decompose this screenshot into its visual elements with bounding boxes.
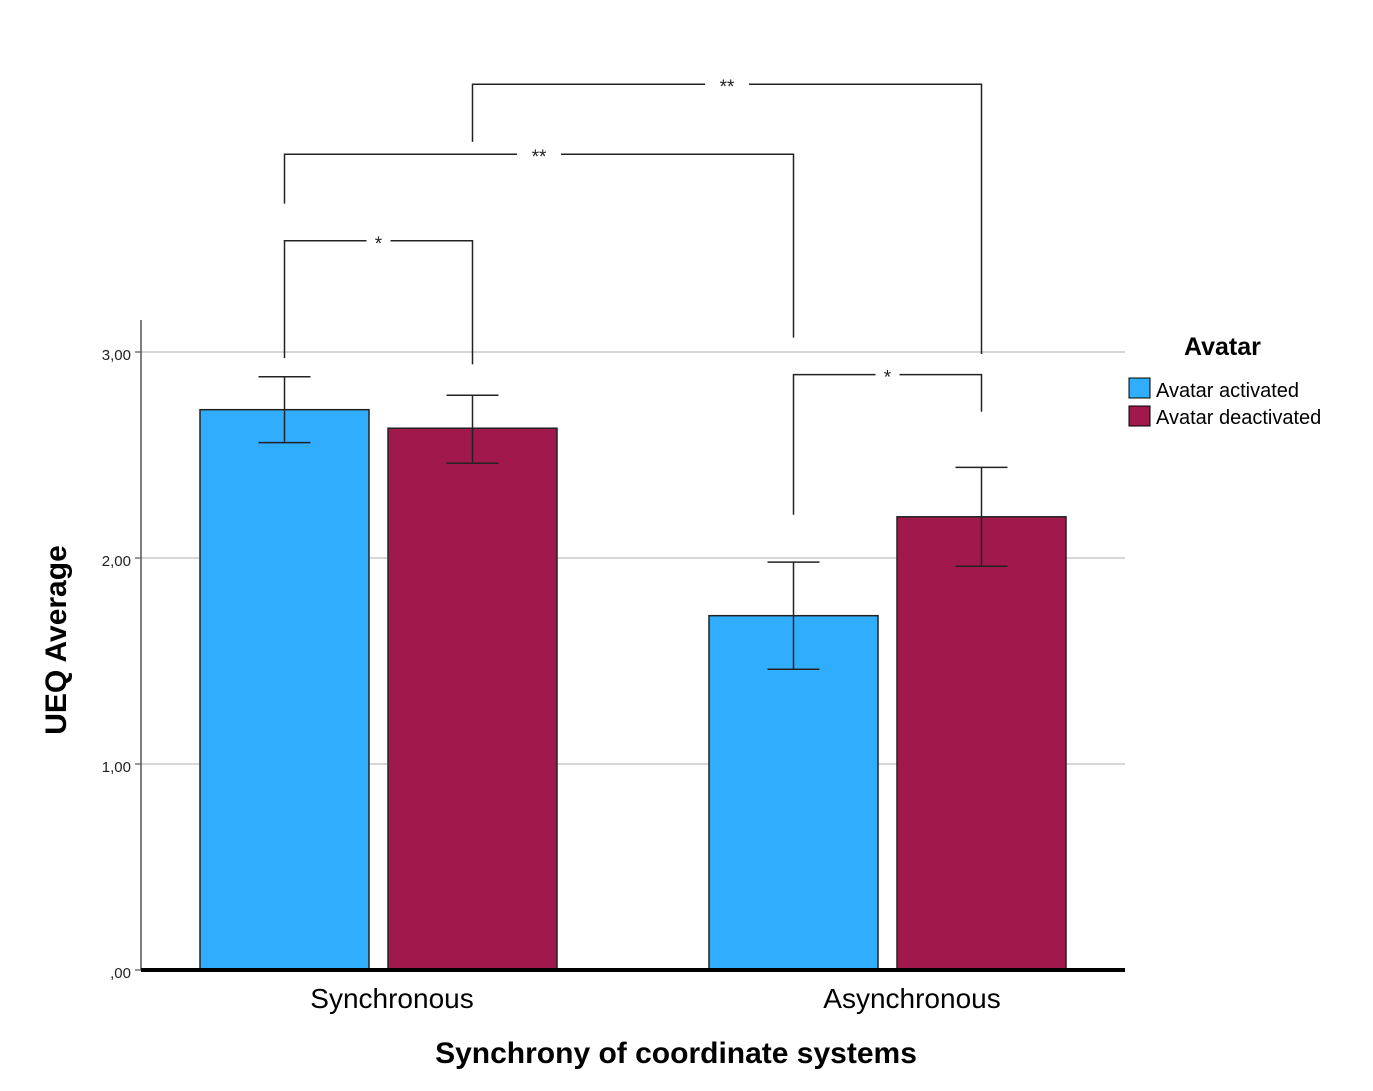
y-axis-title: UEQ Average (40, 545, 73, 735)
error-bars (258, 375, 1008, 670)
x-axis-title: Synchrony of coordinate systems (435, 1037, 917, 1070)
significance-label: * (884, 368, 892, 389)
legend-swatch-activated (1128, 377, 1151, 399)
bar (708, 614, 879, 971)
legend-title: Avatar (1184, 333, 1261, 361)
y-tick-label: 3,00 (102, 347, 131, 364)
legend: Avatar Avatar activated Avatar deactivat… (1128, 333, 1321, 429)
y-tick-label: 2,00 (102, 553, 131, 570)
significance-brackets: ****** (283, 77, 983, 515)
bar (199, 408, 370, 971)
significance-bracket (471, 83, 983, 355)
significance-bracket (283, 153, 795, 338)
significance-label: ** (720, 77, 735, 98)
x-tick-label: Synchronous (310, 983, 473, 1014)
legend-label-activated: Avatar activated (1156, 380, 1299, 402)
y-tick-label: 1,00 (102, 759, 131, 776)
significance-label: ** (532, 147, 547, 168)
significance-bracket (283, 240, 474, 365)
legend-label-deactivated: Avatar deactivated (1156, 407, 1321, 429)
significance-bracket (792, 373, 983, 515)
bars (199, 408, 1067, 971)
bar (387, 427, 558, 971)
axes: ,00 1,00 2,00 3,00 Synchronous Asynchronous (102, 320, 1125, 1014)
significance-label: * (375, 234, 383, 255)
legend-swatch-deactivated (1128, 405, 1151, 427)
bar (896, 516, 1067, 971)
y-tick-label: ,00 (110, 965, 131, 982)
x-tick-label: Asynchronous (823, 983, 1000, 1014)
